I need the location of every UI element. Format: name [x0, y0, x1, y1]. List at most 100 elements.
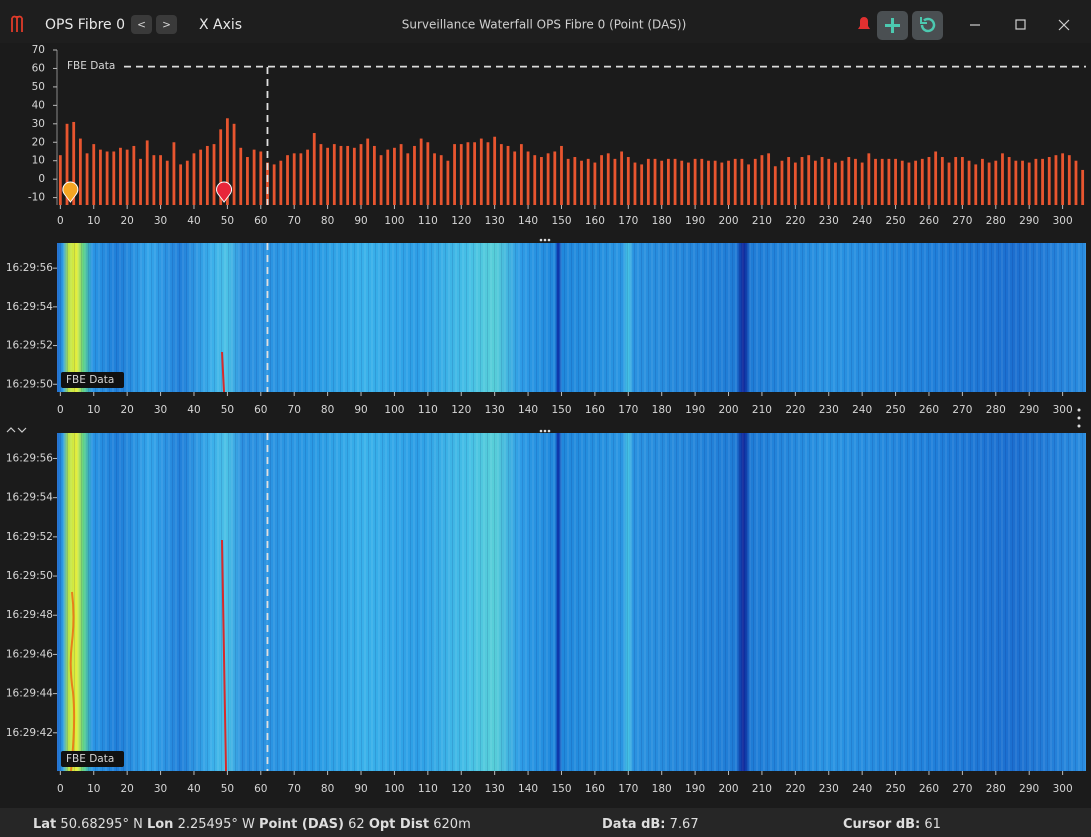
bar	[693, 158, 697, 205]
bar	[473, 142, 477, 205]
bar	[272, 164, 276, 205]
close-button[interactable]	[1058, 19, 1070, 31]
y-tick-label: 16:29:42	[6, 727, 53, 739]
x-tick-label: 280	[986, 404, 1006, 416]
bar	[339, 145, 343, 205]
bar	[65, 123, 69, 205]
cursor-db-label: Cursor dB:	[843, 817, 920, 832]
y-tick-label: -10	[28, 192, 45, 204]
x-tick-label: 200	[718, 783, 738, 795]
x-tick-label: 300	[1053, 215, 1073, 227]
bar	[813, 160, 817, 205]
x-tick-label: 230	[819, 404, 839, 416]
y-tick-label: 0	[38, 173, 45, 185]
bar	[586, 158, 590, 205]
y-tick-label: 16:29:54	[6, 301, 53, 313]
y-tick-label: 70	[32, 44, 45, 56]
bar	[152, 155, 156, 205]
lat-value: 50.68295° N	[60, 817, 142, 832]
bar	[553, 151, 557, 205]
collapse-toggle[interactable]	[6, 427, 27, 433]
bar	[580, 160, 583, 205]
bar	[1001, 153, 1004, 205]
x-tick-label: 160	[585, 215, 605, 227]
bar	[640, 164, 644, 205]
bar	[927, 157, 931, 205]
bar	[393, 147, 396, 205]
maximize-button[interactable]	[1015, 19, 1026, 30]
bar	[225, 118, 229, 205]
bar	[947, 162, 951, 205]
bar	[847, 157, 851, 205]
splitter-grip[interactable]	[543, 238, 547, 242]
x-tick-label: 70	[288, 215, 301, 227]
next-button[interactable]	[156, 15, 177, 34]
x-tick-label: 300	[1053, 783, 1073, 795]
x-tick-label: 270	[952, 783, 972, 795]
y-tick-label: 16:29:44	[6, 688, 53, 700]
bar	[466, 142, 470, 205]
x-tick-label: 260	[919, 783, 939, 795]
bar	[112, 151, 116, 205]
bar	[954, 157, 958, 205]
bar	[713, 160, 717, 205]
y-tick-label: 16:29:50	[6, 378, 53, 390]
bar	[720, 162, 724, 205]
bar	[834, 162, 837, 205]
bar	[125, 149, 129, 205]
bar	[1007, 157, 1011, 205]
bar	[793, 162, 797, 205]
x-tick-label: 60	[254, 783, 267, 795]
bar	[85, 153, 89, 205]
series-label-bg	[61, 372, 124, 388]
x-tick-label: 220	[785, 783, 805, 795]
menu-dot[interactable]	[1077, 408, 1081, 412]
splitter-grip[interactable]	[547, 429, 551, 433]
bar	[800, 157, 804, 205]
splitter-grip[interactable]	[547, 238, 551, 242]
bar	[753, 158, 757, 205]
bar	[1027, 162, 1031, 205]
splitter-grip[interactable]	[543, 429, 547, 433]
y-tick-label: 16:29:50	[6, 570, 53, 582]
x-tick-label: 210	[752, 215, 772, 227]
prev-button[interactable]	[131, 15, 152, 34]
window-title: Surveillance Waterfall OPS Fibre 0 (Poin…	[402, 18, 687, 32]
reset-button[interactable]	[912, 11, 943, 40]
bar	[119, 147, 122, 205]
x-tick-label: 220	[785, 404, 805, 416]
bar	[907, 162, 911, 205]
menu-dot[interactable]	[1077, 424, 1081, 428]
bar	[740, 158, 744, 205]
bar	[379, 155, 383, 205]
bar	[406, 153, 410, 205]
x-tick-label: 300	[1053, 404, 1073, 416]
x-tick-label: 170	[618, 404, 638, 416]
y-tick-label: 16:29:46	[6, 648, 53, 660]
bar	[546, 153, 550, 205]
x-tick-label: 90	[354, 783, 367, 795]
reset-arrow	[920, 17, 927, 24]
splitter-grip[interactable]	[539, 238, 543, 242]
x-tick-label: 290	[1019, 783, 1039, 795]
bar	[459, 144, 463, 205]
bar	[426, 142, 430, 205]
axis-menu[interactable]: X Axis	[199, 17, 242, 33]
splitter-grip[interactable]	[539, 429, 543, 433]
bar	[399, 144, 403, 205]
x-tick-label: 150	[551, 215, 571, 227]
event-marker	[62, 181, 79, 203]
x-tick-label: 180	[652, 404, 672, 416]
bar	[673, 158, 677, 205]
menu-dot[interactable]	[1077, 416, 1081, 420]
bar	[199, 149, 203, 205]
x-tick-label: 140	[518, 215, 538, 227]
bar	[1034, 158, 1038, 205]
x-tick-label: 120	[451, 215, 471, 227]
waterfall-2-texture	[57, 433, 1086, 771]
alarm-icon[interactable]	[858, 17, 870, 29]
x-tick-label: 30	[154, 404, 167, 416]
x-tick-label: 290	[1019, 404, 1039, 416]
bar	[372, 145, 376, 205]
x-tick-label: 20	[120, 215, 133, 227]
